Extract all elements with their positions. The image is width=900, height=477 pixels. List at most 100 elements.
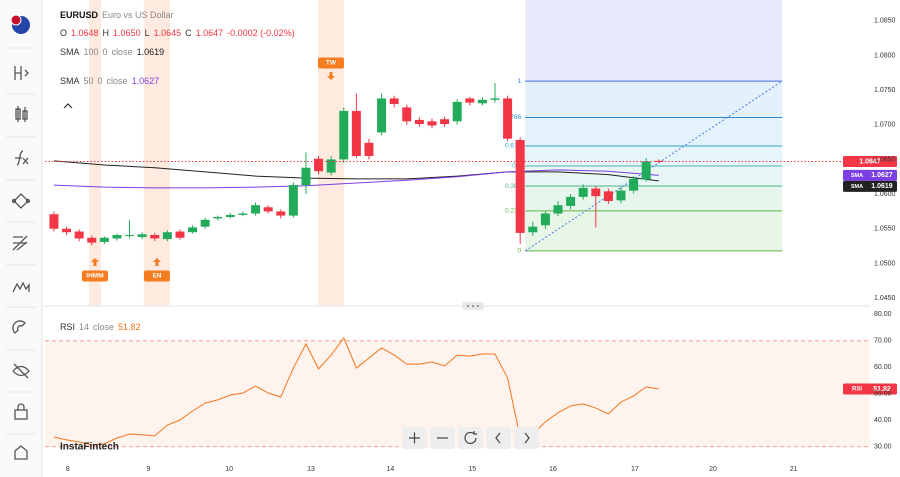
candle-body: [339, 110, 349, 160]
rsi-badge-text: RSI: [852, 387, 862, 393]
ohlc-key: L: [144, 28, 150, 38]
event-label: EN: [152, 273, 161, 280]
candle-body: [414, 119, 424, 125]
tool-fib[interactable]: [12, 235, 28, 251]
event-arrow: [326, 72, 335, 80]
symbol-name: Euro vs US Dollar: [102, 10, 174, 20]
ohlc-key: O: [60, 28, 68, 38]
event-label-bg: [81, 270, 108, 282]
x-tick-label: 13: [307, 466, 315, 473]
x-tick-label: 9: [147, 466, 151, 473]
candle-body: [251, 205, 261, 214]
fib-label: 0.786: [505, 114, 522, 121]
reset-button[interactable]: [458, 427, 483, 449]
fib-trend: [524, 80, 783, 252]
sma-value: 1.0627: [131, 76, 160, 86]
y-tick-label: 1.0750: [874, 87, 896, 94]
fib-label: 1: [518, 78, 522, 85]
ohlc-key: H: [102, 28, 110, 38]
x-tick-label: 8: [66, 466, 70, 473]
tool-trash[interactable]: [14, 445, 28, 460]
tool-patterns[interactable]: [12, 281, 30, 293]
sma-line: [53, 169, 659, 189]
x-tick-label: 20: [709, 466, 717, 473]
legend-collapse[interactable]: [63, 103, 73, 109]
y-tick-label: 60.00: [874, 364, 892, 371]
sma-badge-text: SMA: [851, 184, 863, 190]
y-tick-label: 1.0700: [874, 122, 896, 129]
sma-name: SMA: [60, 76, 80, 86]
fib-zone: [525, 0, 783, 82]
scroll-left-button[interactable]: [486, 427, 511, 449]
candle-body: [200, 219, 210, 227]
candle-body: [553, 205, 563, 214]
candle-body: [591, 188, 601, 197]
watermark: InstaFintech: [60, 442, 119, 453]
tool-chart-type[interactable]: [15, 106, 28, 122]
event-arrow: [152, 258, 161, 266]
fib-zone: [525, 81, 783, 118]
sma-param: 0: [102, 47, 108, 57]
pane-resize-handle[interactable]: [462, 302, 484, 310]
sma-legend: SMA 100 0 close 1.0619: [60, 47, 164, 57]
y-tick-label: 1.0650: [874, 156, 896, 163]
last-price-badge-bg: [843, 156, 897, 168]
zoom-out-button[interactable]: [430, 427, 455, 449]
event-band: [143, 0, 171, 305]
x-tick-label: 15: [468, 466, 476, 473]
ohlc-key: C: [185, 28, 192, 38]
fib-zone: [525, 145, 783, 167]
candle-body: [314, 158, 324, 172]
event-label-bg: [317, 57, 344, 69]
toolbar: [0, 0, 43, 477]
rsi-value: 51.82: [118, 322, 141, 332]
rsi-badge-text: 51.82: [873, 386, 891, 393]
sma-legend: SMA 50 0 close 1.0627: [60, 76, 159, 86]
sma-param: 0: [97, 76, 103, 86]
candle-body: [276, 211, 286, 216]
fib-label: 0.236: [505, 208, 522, 215]
fib-zone: [525, 210, 783, 251]
tool-lock[interactable]: [14, 403, 28, 420]
candle-body: [540, 213, 550, 226]
candle-body: [112, 234, 122, 239]
event-label: IHMM: [86, 273, 103, 280]
y-tick-label: 30.00: [874, 444, 892, 451]
rsi-pane: RSI 51.82: [45, 336, 897, 448]
scroll-right-button[interactable]: [514, 427, 539, 449]
main-pane: IHMMENTW10.7860.6180.50.3820.23601.0647S…: [45, 0, 897, 305]
candle-body: [99, 237, 109, 242]
ohlc-value: 1.0648: [71, 28, 99, 38]
rsi-badge-bg: [843, 383, 897, 395]
rsi-legend: RSI 14 close 51.82: [60, 322, 141, 332]
toolbar-separators: [6, 47, 36, 435]
sma-badge-bg: [843, 169, 897, 181]
tool-timeframe[interactable]: [14, 66, 29, 80]
x-tick-label: 17: [631, 466, 639, 473]
candle-body: [641, 161, 651, 180]
rsi-band-fill: [45, 340, 870, 447]
sma-badge-text: 1.0619: [871, 183, 893, 190]
candle-body: [188, 227, 198, 233]
tool-hide[interactable]: [12, 363, 30, 379]
zoom-in-button[interactable]: [402, 427, 427, 449]
price-change: -0.0002 (-0.02%): [227, 28, 295, 38]
tool-indicators[interactable]: [15, 150, 29, 166]
candle-body: [377, 98, 387, 133]
tool-lines[interactable]: [11, 193, 31, 209]
y-tick-label: 1.0450: [874, 295, 896, 302]
tool-magnet[interactable]: [12, 320, 26, 334]
symbol-icon[interactable]: [10, 14, 30, 34]
nav-buttons: [402, 427, 539, 449]
candle-body: [326, 159, 336, 173]
last-price-badge-text: 1.0647: [859, 158, 881, 165]
candle-body: [465, 98, 475, 103]
candle-body: [263, 207, 273, 212]
sma-param: close: [111, 47, 133, 57]
candle-body: [389, 98, 399, 104]
fib-zone: [525, 166, 783, 187]
candle-body: [477, 99, 487, 104]
x-tick-label: 14: [387, 466, 395, 473]
